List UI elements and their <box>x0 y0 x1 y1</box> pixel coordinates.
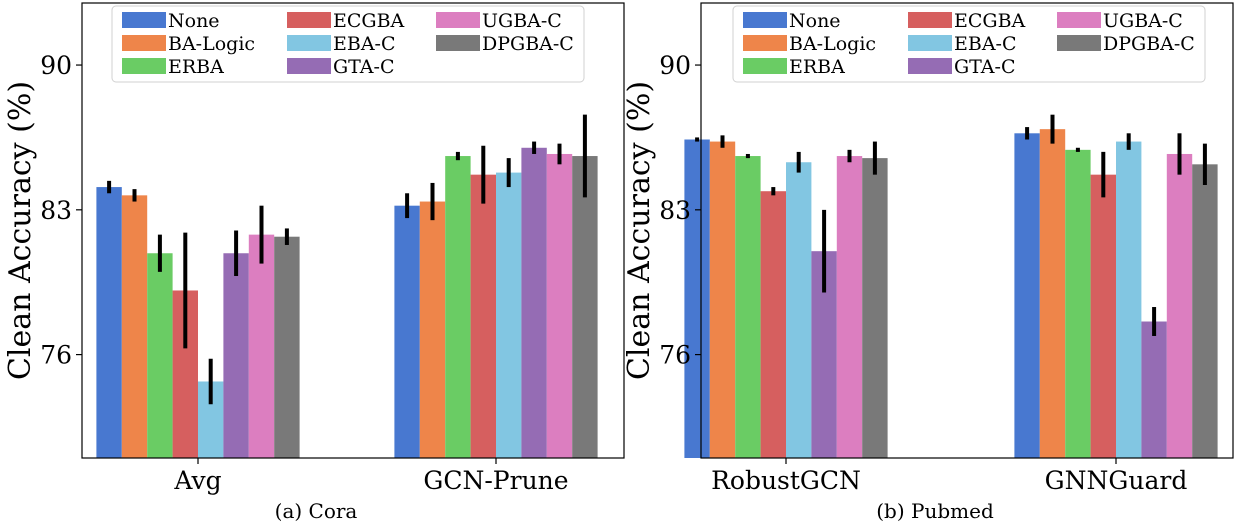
legend-swatch-ba-logic <box>122 35 166 51</box>
axes-frame <box>700 2 1234 459</box>
legend-swatch-none <box>743 12 787 28</box>
bar-dpgba-c-robustgcn <box>862 158 888 458</box>
bar-gta-c-gcn-prune <box>521 147 547 459</box>
bar-ba-logic-gcn-prune <box>419 201 446 458</box>
bar-eba-c-gnnguard <box>1116 141 1142 458</box>
legend-swatch-eba-c <box>908 35 952 51</box>
y-tick-label: 83 <box>40 196 72 225</box>
bar-none-gcn-prune <box>394 205 420 458</box>
bar-none-avg <box>96 187 122 458</box>
y-tick-label: 83 <box>659 196 691 225</box>
x-tick-label: GNNGuard <box>1045 466 1188 495</box>
legend-swatch-ugba-c <box>436 12 480 28</box>
legend-label-eba-c: EBA-C <box>333 33 396 55</box>
legend-label-eba-c: EBA-C <box>954 33 1017 55</box>
legend-swatch-gta-c <box>908 58 952 74</box>
chart-panel-1: 76 83 90 Avg GCN-Prune Clean Accuracy (%) (a) … <box>3 2 625 523</box>
bar-gta-c-gnnguard <box>1141 321 1167 458</box>
bar-dpgba-c-gcn-prune <box>572 156 598 458</box>
legend-label-ecgba: ECGBA <box>954 10 1026 32</box>
bar-ba-logic-gnnguard <box>1039 129 1066 458</box>
y-tick-label: 76 <box>40 341 72 370</box>
bar-ugba-c-robustgcn <box>836 156 863 458</box>
legend-swatch-eba-c <box>287 35 331 51</box>
legend-label-none: None <box>789 10 841 32</box>
panel-caption: (b) Pubmed <box>876 499 994 523</box>
legend-swatch-ecgba <box>287 12 331 28</box>
bar-eba-c-gcn-prune <box>496 172 522 458</box>
x-tick-label: RobustGCN <box>711 466 861 495</box>
bar-ba-logic-avg <box>121 195 148 458</box>
y-axis-label: Clean Accuracy (%) <box>622 81 657 380</box>
legend-label-ba-logic: BA-Logic <box>168 33 255 55</box>
legend-label-gta-c: GTA-C <box>333 56 395 78</box>
bar-gta-c-avg <box>223 253 249 458</box>
bar-ecgba-gcn-prune <box>470 174 496 458</box>
bar-dpgba-c-gnnguard <box>1192 164 1218 458</box>
y-tick-label: 90 <box>40 51 72 80</box>
legend-swatch-erba <box>743 58 787 74</box>
legend-label-gta-c: GTA-C <box>954 56 1016 78</box>
bar-erba-avg <box>147 253 173 458</box>
panel-caption: (a) Cora <box>275 499 358 523</box>
axes-frame <box>81 2 625 459</box>
legend-label-dpgba-c: DPGBA-C <box>1103 33 1195 55</box>
bar-ecgba-robustgcn <box>760 191 786 459</box>
legend-swatch-ugba-c <box>1057 12 1101 28</box>
legend-swatch-none <box>122 12 166 28</box>
legend-swatch-ecgba <box>908 12 952 28</box>
bar-ugba-c-avg <box>248 234 275 458</box>
chart-panel-2: 76 83 90 RobustGCN GNNGuard Clean Accuracy (%… <box>622 2 1234 523</box>
legend-label-erba: ERBA <box>168 56 224 78</box>
x-tick-label: Avg <box>173 466 221 495</box>
legend-label-ugba-c: UGBA-C <box>1103 10 1183 32</box>
legend-swatch-dpgba-c <box>1057 35 1101 51</box>
bar-none-gnnguard <box>1014 133 1040 458</box>
bar-ugba-c-gcn-prune <box>546 153 573 458</box>
bar-none-robustgcn <box>684 139 710 458</box>
y-tick-label: 76 <box>659 341 691 370</box>
legend-label-dpgba-c: DPGBA-C <box>482 33 574 55</box>
y-axis-label: Clean Accuracy (%) <box>3 81 38 380</box>
bar-ugba-c-gnnguard <box>1166 153 1193 458</box>
y-tick-label: 90 <box>659 51 691 80</box>
bar-dpgba-c-avg <box>274 236 300 458</box>
legend-swatch-dpgba-c <box>436 35 480 51</box>
bar-erba-gnnguard <box>1065 149 1091 458</box>
bar-ba-logic-robustgcn <box>709 141 736 458</box>
legend-label-none: None <box>168 10 220 32</box>
bar-ecgba-gnnguard <box>1090 174 1116 458</box>
legend-label-ba-logic: BA-Logic <box>789 33 876 55</box>
bar-eba-c-robustgcn <box>786 162 812 458</box>
legend-swatch-gta-c <box>287 58 331 74</box>
bar-erba-robustgcn <box>735 156 761 458</box>
legend-swatch-ba-logic <box>743 35 787 51</box>
legend-label-erba: ERBA <box>789 56 845 78</box>
legend-swatch-erba <box>122 58 166 74</box>
legend-label-ugba-c: UGBA-C <box>482 10 562 32</box>
x-tick-label: GCN-Prune <box>423 466 568 495</box>
bar-erba-gcn-prune <box>445 156 471 458</box>
legend-label-ecgba: ECGBA <box>333 10 405 32</box>
